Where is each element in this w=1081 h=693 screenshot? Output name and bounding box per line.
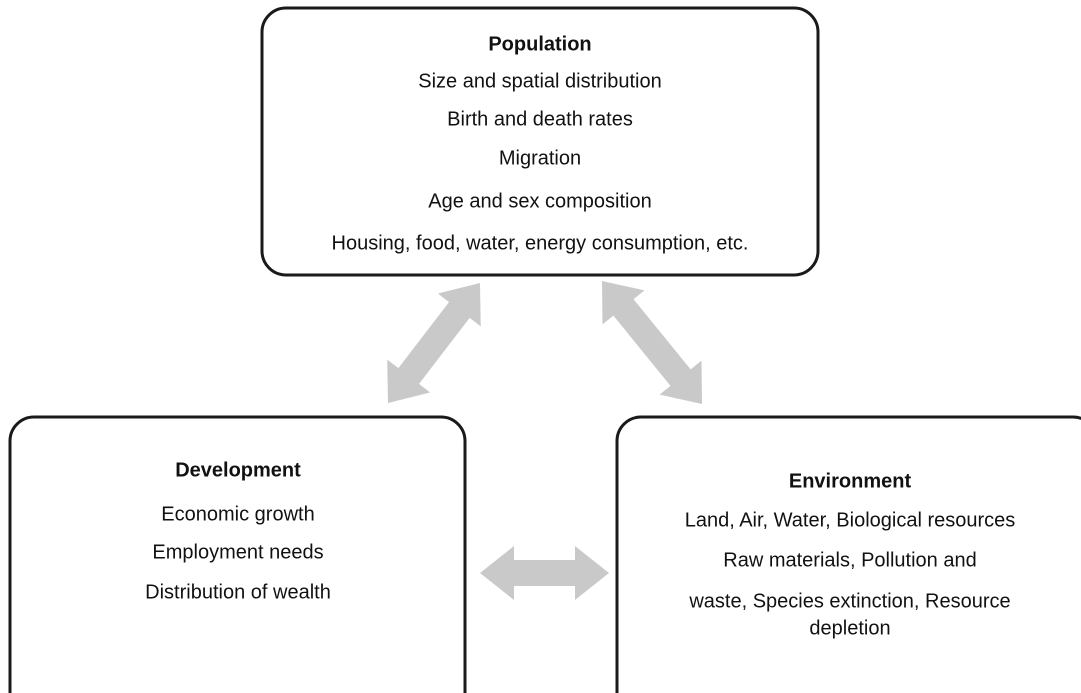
double-arrow: [387, 283, 481, 403]
node-item: Raw materials, Pollution and: [723, 549, 976, 571]
node-item: depletion: [809, 617, 890, 639]
node-item: Migration: [499, 147, 581, 169]
node-item: Size and spatial distribution: [418, 70, 661, 92]
node-item: Age and sex composition: [428, 190, 651, 212]
node-item: Housing, food, water, energy consumption…: [332, 232, 749, 254]
node-item: waste, Species extinction, Resource: [688, 590, 1010, 612]
node-title: Development: [175, 459, 301, 481]
node-item: Employment needs: [152, 541, 323, 563]
node-title: Environment: [789, 470, 912, 492]
node-title: Population: [488, 33, 591, 55]
node-item: Distribution of wealth: [145, 581, 331, 603]
population-box: [260, 6, 820, 277]
node-item: Birth and death rates: [447, 108, 633, 130]
double-arrow: [602, 281, 702, 404]
double-arrow: [480, 546, 609, 600]
environment-box: [615, 415, 1081, 693]
node-item: Land, Air, Water, Biological resources: [685, 509, 1016, 531]
node-item: Economic growth: [161, 503, 314, 525]
development-box: [8, 415, 467, 693]
